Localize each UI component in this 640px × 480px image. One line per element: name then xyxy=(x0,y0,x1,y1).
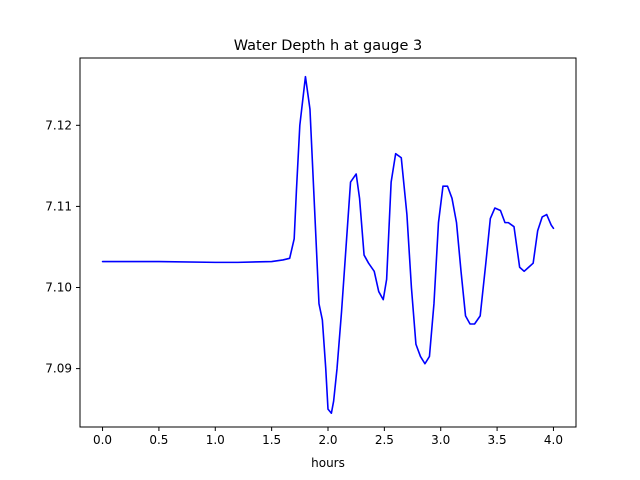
y-tick-label: 7.09 xyxy=(45,362,72,376)
chart-title: Water Depth h at gauge 3 xyxy=(234,38,422,54)
x-tick-label: 0.0 xyxy=(93,433,112,447)
x-tick-label: 4.0 xyxy=(544,433,563,447)
y-tick-label: 7.12 xyxy=(45,118,72,132)
x-tick-label: 3.5 xyxy=(488,433,507,447)
x-axis: 0.0 0.5 1.0 1.5 2.0 2.5 3.0 3.5 4.0 xyxy=(93,427,563,447)
y-tick-label: 7.10 xyxy=(45,281,72,295)
x-tick-label: 0.5 xyxy=(149,433,168,447)
x-axis-label: hours xyxy=(311,456,345,470)
y-axis: 7.09 7.10 7.11 7.12 xyxy=(45,118,80,376)
x-tick-label: 2.0 xyxy=(318,433,337,447)
x-tick-label: 2.5 xyxy=(375,433,394,447)
series-line-water-depth xyxy=(101,75,555,415)
x-tick-label: 1.5 xyxy=(262,433,281,447)
x-tick-label: 1.0 xyxy=(206,433,225,447)
y-tick-label: 7.11 xyxy=(45,199,72,213)
x-tick-label: 3.0 xyxy=(431,433,450,447)
